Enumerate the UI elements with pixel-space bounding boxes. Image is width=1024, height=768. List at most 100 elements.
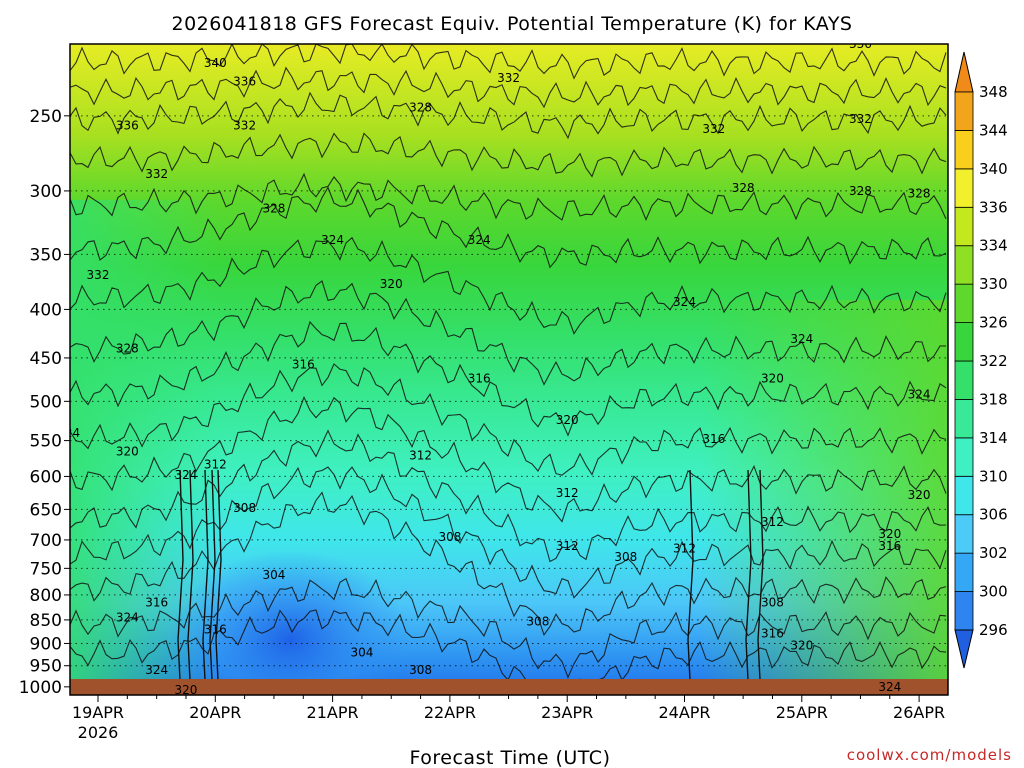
x-tick-label: 23APR: [541, 703, 593, 722]
contour-label: 332: [87, 268, 110, 282]
contour-label: 312: [556, 539, 579, 553]
warm-side-right: [700, 300, 948, 695]
contour-label: 336: [233, 74, 256, 88]
contour-label: 332: [849, 112, 872, 126]
contour-label: 308: [438, 530, 461, 544]
contour-line: [70, 280, 947, 386]
contour-label: 320: [116, 445, 139, 459]
y-tick-label: 600: [30, 467, 62, 487]
y-axis: 250 300 350 400 450 500 550 600 650 700 750 800 850 9…: [19, 107, 70, 698]
contour-line: [70, 91, 947, 140]
colorbar-segment: [954, 399, 974, 439]
contour-label: 324: [790, 332, 813, 346]
colorbar-top-arrow: [954, 51, 974, 93]
contour-lines: [70, 44, 947, 682]
contour-label: 312: [204, 458, 227, 472]
pressure-gridlines: [70, 115, 948, 688]
y-tick-label: 450: [30, 349, 62, 369]
colorbar-label: 300: [979, 583, 1008, 601]
contour-label: 336: [116, 119, 139, 133]
chart-title: 2026041818 GFS Forecast Equiv. Potential…: [172, 13, 853, 35]
contour-label: 324: [673, 295, 696, 309]
contour-label: 324: [468, 233, 491, 247]
contour-label: 324: [116, 610, 139, 624]
colorbar-label: 326: [979, 314, 1008, 332]
contour-label: 328: [732, 181, 755, 195]
contour-line: [70, 186, 947, 269]
contour-line: [70, 466, 947, 599]
contour-label: 316: [468, 371, 491, 385]
contour-label: 320: [908, 488, 931, 502]
y-tick-label: 1000: [19, 678, 62, 698]
contour-label: 336: [849, 37, 872, 51]
contour-label: 308: [614, 550, 637, 564]
contour-line: [70, 491, 947, 636]
contour-label: 312: [761, 515, 784, 529]
contour-label: 324: [145, 663, 168, 677]
colorbar: 296 300 302 306 310 314 318 322 326 330 334 336 340 3…: [954, 51, 1008, 669]
colorbar-label: 348: [979, 83, 1008, 101]
contour-label: 340: [204, 56, 227, 70]
colorbar-segment: [954, 168, 974, 208]
contour-label: 320: [790, 639, 813, 653]
colorbar-segment: [954, 130, 974, 170]
contour-streak: [209, 469, 216, 681]
contour-label: 320: [175, 683, 198, 697]
x-year-label: 2026: [78, 723, 119, 742]
x-tick-label: 26APR: [893, 703, 945, 722]
contour-label: 328: [849, 184, 872, 198]
x-tick-label: 25APR: [776, 703, 828, 722]
contour-label: 328: [908, 187, 931, 201]
contour-streak: [757, 469, 764, 681]
contour-label: 308: [761, 596, 784, 610]
contour-label: 308: [526, 614, 549, 628]
contour-streak: [687, 469, 694, 681]
plot-area: 340 336 336 336 332 332 332 332 332 332 328 328 328 3…: [70, 37, 948, 697]
colorbar-segment: [954, 283, 974, 323]
colorbar-label: 336: [979, 198, 1008, 216]
contour-label: 316: [292, 357, 315, 371]
contour-label: 328: [262, 201, 285, 215]
colorbar-label: 330: [979, 275, 1008, 293]
contour-line: [70, 395, 947, 523]
colorbar-label: 318: [979, 390, 1008, 408]
colorbar-label: 340: [979, 160, 1008, 178]
contour-label: 316: [702, 432, 725, 446]
contour-label: 324: [321, 233, 344, 247]
contour-label: 312: [556, 486, 579, 500]
colorbar-segment: [954, 514, 974, 554]
colorbar-segment: [954, 360, 974, 400]
x-tick-label: 22APR: [424, 703, 476, 722]
contour-line: [70, 363, 947, 476]
x-axis: 19APR 20APR 21APR 22APR 23APR 24APR 25APR 26APR: [72, 695, 945, 722]
contour-label: 304: [350, 645, 373, 659]
colorbar-bottom-arrow: [954, 629, 974, 669]
colorbar-segment: [954, 206, 974, 247]
y-tick-label: 700: [30, 531, 62, 551]
contour-label: 304: [262, 568, 285, 582]
contour-label: 332: [145, 167, 168, 181]
colorbar-segment: [954, 437, 974, 477]
contour-streak: [215, 469, 222, 681]
contour-label: 316: [204, 622, 227, 636]
y-tick-label: 400: [30, 300, 62, 320]
contour-label: 320: [380, 277, 403, 291]
contour-label: 332: [233, 119, 256, 133]
credit-text: coolwx.com/models: [847, 746, 1012, 764]
contour-line: [70, 429, 947, 563]
contour-label: 316: [878, 539, 901, 553]
contour-line: [70, 577, 947, 679]
contour-label: 332: [497, 71, 520, 85]
contour-streak: [177, 469, 184, 681]
contour-label: 320: [556, 413, 579, 427]
y-tick-label: 650: [30, 500, 62, 520]
warm-cap-top: [100, 44, 620, 114]
contour-label: 316: [145, 596, 168, 610]
y-tick-label: 750: [30, 559, 62, 579]
y-tick-label: 800: [30, 586, 62, 606]
contour-line: [70, 172, 947, 222]
x-tick-label: 24APR: [658, 703, 710, 722]
y-tick-label: 300: [30, 182, 62, 202]
contour-label: 308: [409, 663, 432, 677]
